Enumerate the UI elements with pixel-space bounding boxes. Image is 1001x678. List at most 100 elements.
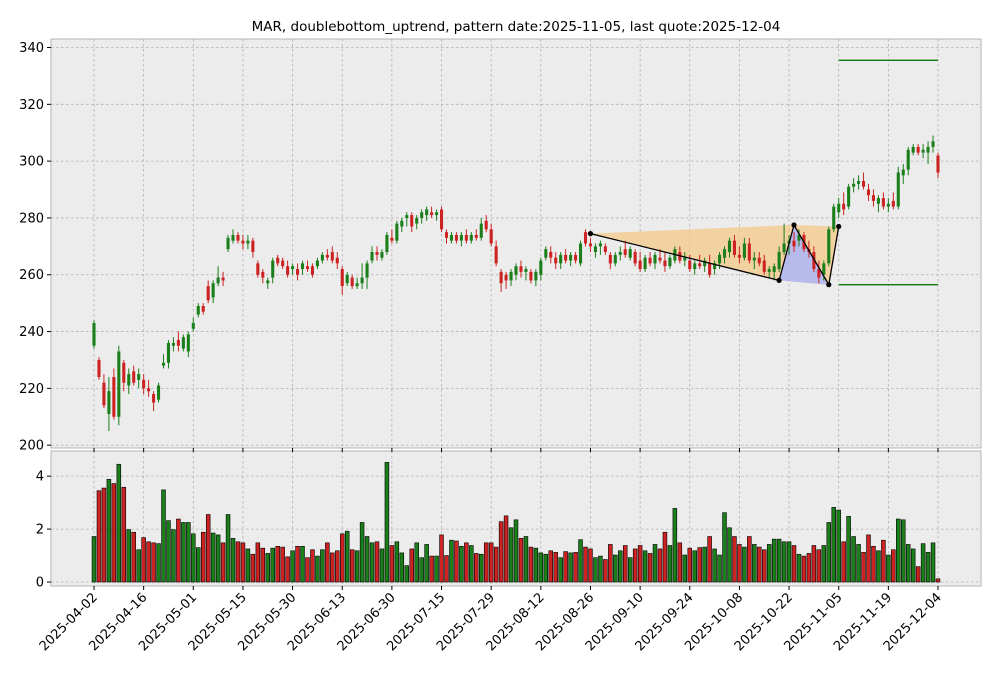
candle-body	[623, 249, 627, 255]
candle-body	[732, 240, 736, 255]
volume-bar	[300, 545, 305, 583]
candle-body	[688, 260, 692, 270]
volume-bar	[230, 538, 236, 583]
pattern-point	[587, 231, 594, 237]
candle-body	[643, 257, 647, 270]
volume-bar	[722, 512, 727, 583]
candle-body	[742, 243, 746, 258]
volume-bar	[215, 534, 221, 583]
candle-body	[439, 209, 444, 230]
volume-bar	[330, 552, 335, 583]
volume-bar	[771, 538, 777, 583]
volume-bar	[742, 546, 747, 583]
volume-bar	[761, 549, 767, 583]
candle-body	[713, 263, 717, 270]
candle-body	[782, 243, 786, 253]
pattern-triangle	[779, 225, 829, 285]
volume-bar	[781, 541, 787, 583]
candle-body	[300, 263, 305, 270]
candle-body	[276, 257, 280, 264]
volume-bar	[270, 547, 275, 583]
volume-bar	[389, 545, 395, 583]
volume-bar	[871, 545, 876, 583]
volume-bar	[210, 532, 216, 583]
candle-body	[360, 277, 364, 284]
candle-body	[564, 254, 568, 261]
candle-body	[410, 215, 414, 227]
volume-bar	[141, 537, 146, 583]
candle-body	[370, 252, 374, 261]
volume-bar	[444, 555, 449, 583]
volume-bar	[439, 534, 444, 583]
candle-body	[718, 254, 722, 264]
candle-body	[117, 351, 121, 417]
candle-body	[147, 388, 151, 392]
candle-body	[633, 252, 637, 264]
volume-bar	[349, 549, 355, 583]
volume-bar	[513, 519, 519, 583]
volume-bar	[836, 509, 841, 583]
volume-bar	[851, 536, 856, 583]
candle-body	[901, 169, 905, 176]
candle-body	[817, 269, 821, 278]
candle-body	[861, 181, 866, 187]
volume-bar	[657, 548, 663, 583]
volume-bar	[732, 536, 737, 583]
candle-body	[708, 263, 712, 275]
volume-bar	[419, 557, 424, 583]
candle-body	[489, 229, 493, 244]
volume-bar	[573, 552, 578, 583]
volume-bar	[240, 542, 246, 583]
volume-bar	[479, 553, 484, 583]
candle-body	[693, 263, 697, 270]
volume-bar	[399, 552, 405, 583]
candle-body	[832, 206, 836, 230]
candle-body	[574, 254, 578, 261]
candle-body	[459, 234, 463, 241]
volume-bar	[548, 550, 553, 583]
volume-bar	[886, 554, 891, 583]
volume-bar	[474, 553, 479, 583]
volume-bar	[558, 557, 563, 583]
candle-body	[906, 149, 910, 170]
candle-body	[444, 232, 449, 238]
volume-bar	[225, 514, 231, 583]
volume-bar	[876, 550, 881, 583]
volume-bar	[856, 544, 861, 583]
candle-body	[345, 274, 349, 284]
volume-bar	[260, 547, 266, 583]
volume-bar	[528, 546, 534, 583]
candle-body	[256, 263, 260, 275]
candle-body	[648, 257, 652, 264]
volume-bar	[220, 542, 226, 583]
volume-bar	[275, 545, 280, 583]
volume-bar	[881, 539, 886, 583]
candle-body	[866, 189, 871, 196]
volume-bar	[106, 479, 112, 583]
volume-bar	[394, 541, 400, 583]
candle-body	[320, 254, 324, 261]
candle-body	[891, 200, 895, 207]
volume-y-axis: 0 2 4	[36, 470, 51, 591]
candle-body	[544, 249, 548, 258]
candle-body	[797, 234, 801, 241]
candle-body	[886, 203, 890, 207]
candle-body	[936, 155, 940, 173]
volume-bar	[424, 544, 429, 583]
candle-body	[921, 149, 925, 153]
candle-body	[102, 382, 106, 406]
volume-bar	[901, 519, 906, 583]
volume-bar	[181, 522, 186, 583]
candle-body	[539, 260, 543, 275]
volume-bar	[613, 554, 618, 583]
candle-body	[757, 257, 761, 264]
candle-body	[335, 257, 339, 264]
volume-bar	[677, 542, 683, 583]
volume-bar	[379, 548, 385, 583]
volume-bar	[255, 542, 261, 583]
candle-body	[206, 286, 210, 301]
candle-body	[479, 223, 483, 238]
volume-bar	[176, 518, 181, 583]
candle-body	[340, 269, 344, 287]
candle-body	[171, 342, 175, 346]
